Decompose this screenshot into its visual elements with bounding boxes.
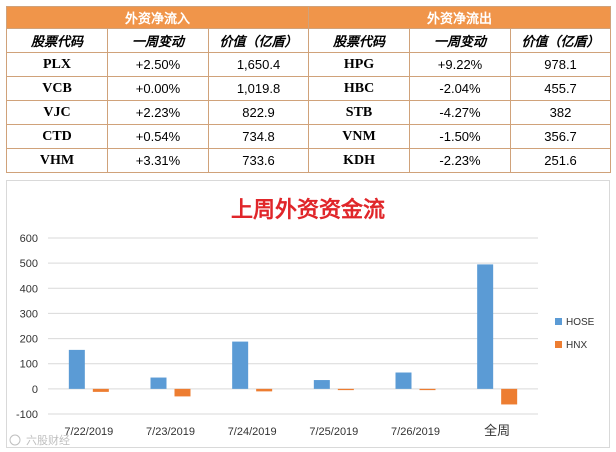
x-tick-label: 7/23/2019 <box>146 426 195 438</box>
bar-hose <box>313 380 330 389</box>
bar-hose <box>68 349 85 389</box>
outflow-header: 外资净流出 <box>308 6 612 29</box>
y-tick-label: 500 <box>20 258 38 270</box>
y-tick-label: 100 <box>20 359 38 371</box>
outflow-value: 455.7 <box>510 76 612 101</box>
outflow-change: -2.23% <box>409 148 512 173</box>
outflow-change: +9.22% <box>409 52 512 77</box>
table-row: VCB +0.00% 1,019.8 HBC -2.04% 455.7 <box>6 76 612 101</box>
inflow-change: +0.00% <box>107 76 209 101</box>
x-tick-label: 7/24/2019 <box>228 426 277 438</box>
inflow-code: VJC <box>6 100 108 125</box>
outflow-code: HPG <box>308 52 411 77</box>
bar-hnx <box>501 388 518 405</box>
outflow-code: KDH <box>308 148 411 173</box>
inflow-code: CTD <box>6 124 108 149</box>
legend-swatch-hose <box>555 318 562 325</box>
inflow-header: 外资净流入 <box>5 6 310 29</box>
outflow-change: -4.27% <box>409 100 512 125</box>
col-code-header: 股票代码 <box>308 28 411 53</box>
bar-hnx <box>337 388 354 391</box>
col-change-header: 一周变动 <box>409 28 512 53</box>
inflow-code: VHM <box>6 148 108 173</box>
bar-hnx <box>174 388 191 397</box>
table-row: VJC +2.23% 822.9 STB -4.27% 382 <box>6 100 612 125</box>
chart-title: 上周外资资金流 <box>230 197 385 223</box>
inflow-change: +2.23% <box>107 100 209 125</box>
outflow-value: 978.1 <box>510 52 612 77</box>
y-tick-label: 0 <box>32 384 38 396</box>
outflow-code: STB <box>308 100 411 125</box>
inflow-value: 733.6 <box>207 148 310 173</box>
watermark: 六股财经 <box>26 433 70 447</box>
col-value-header: 价值（亿盾） <box>510 28 612 53</box>
legend-label-hose: HOSE <box>566 317 595 328</box>
chart-area <box>6 180 610 448</box>
bar-hose <box>477 264 494 389</box>
inflow-code: VCB <box>6 76 108 101</box>
bar-hose <box>395 372 412 389</box>
outflow-change: -1.50% <box>409 124 512 149</box>
x-tick-label: 7/26/2019 <box>391 426 440 438</box>
inflow-change: +3.31% <box>107 148 209 173</box>
x-tick-label: 7/25/2019 <box>309 426 358 438</box>
bar-hose <box>232 341 249 389</box>
y-tick-label: 200 <box>20 334 38 346</box>
bar-hnx <box>256 388 273 392</box>
watermark-logo-icon <box>9 434 21 446</box>
legend-swatch-hnx <box>555 341 562 348</box>
x-tick-label: 全周 <box>484 423 510 438</box>
outflow-value: 251.6 <box>510 148 612 173</box>
bar-hnx <box>419 388 436 391</box>
y-tick-label: -100 <box>16 409 38 421</box>
x-tick-label: 7/22/2019 <box>64 426 113 438</box>
y-tick-label: 400 <box>20 283 38 295</box>
y-tick-label: 600 <box>20 233 38 245</box>
bar-hnx <box>92 388 109 392</box>
y-tick-label: 300 <box>20 308 38 320</box>
legend-label-hnx: HNX <box>566 340 587 351</box>
foreign-flow-table: 外资净流入 外资净流出 股票代码 一周变动 价值（亿盾） 股票代码 一周变动 价… <box>5 6 612 173</box>
inflow-value: 734.8 <box>207 124 310 149</box>
bar-hose <box>150 377 167 389</box>
inflow-value: 822.9 <box>207 100 310 125</box>
inflow-value: 1,650.4 <box>207 52 310 77</box>
col-change-header: 一周变动 <box>107 28 209 53</box>
table-row: PLX +2.50% 1,650.4 HPG +9.22% 978.1 <box>6 52 612 77</box>
inflow-change: +2.50% <box>107 52 209 77</box>
table-row: VHM +3.31% 733.6 KDH -2.23% 251.6 <box>6 148 612 173</box>
col-value-header: 价值（亿盾） <box>207 28 310 53</box>
